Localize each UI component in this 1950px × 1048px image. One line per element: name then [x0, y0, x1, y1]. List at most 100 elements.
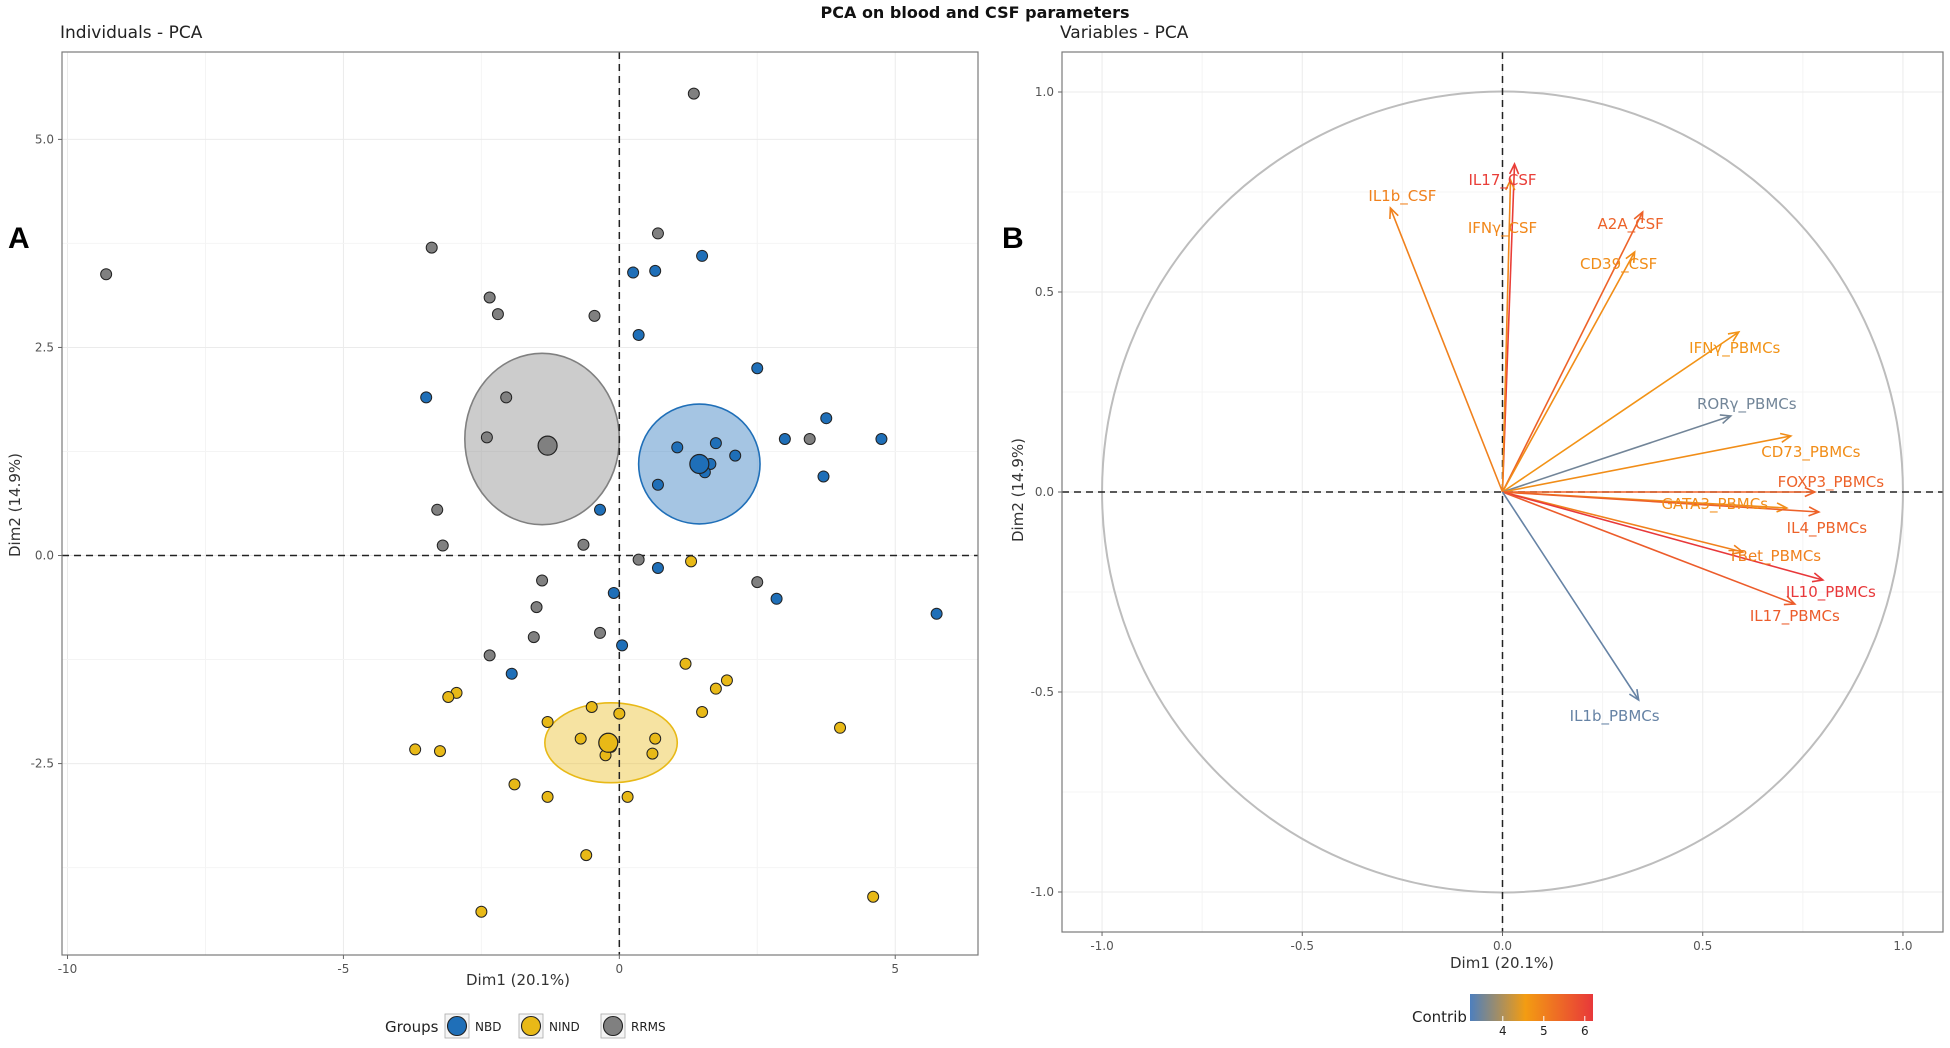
arrow-shaft-a2a-csf: [1501, 211, 1644, 493]
legend-swatch-nind: [520, 1015, 542, 1037]
x-tick-label: 0.5: [1693, 939, 1712, 953]
variable-label-il17-csf: IL17_CSF: [1469, 171, 1537, 190]
arrow-head-cd73-pbmcs: [1779, 432, 1793, 443]
x-tick-label: -0.5: [1291, 939, 1314, 953]
y-tick-label: 0.0: [1035, 485, 1054, 499]
colorbar-tick-label: 4: [1499, 1024, 1507, 1038]
panel-letter-b: B: [1002, 222, 1024, 255]
legend-label-nind: NIND: [549, 1020, 580, 1034]
individuals-x-axis-label: Dim1 (20.1%): [466, 971, 570, 989]
arrow-cd73-pbmcs: [1502, 432, 1793, 493]
x-tick-label: 0: [616, 962, 624, 976]
point-nind: [442, 691, 455, 703]
arrow-head-ifn-pbmcs: [1727, 330, 1741, 342]
y-tick-label: -1.0: [1031, 885, 1054, 899]
variable-label-ror-pbmcs: RORγ_PBMCs: [1697, 395, 1797, 414]
point-nind: [720, 674, 733, 687]
arrow-shaft-cd73-pbmcs: [1502, 435, 1791, 493]
contrib-legend-title: Contrib: [1412, 1008, 1467, 1026]
centroid-nbd: [689, 453, 710, 475]
arrow-shaft-il1b-pbmcs: [1501, 491, 1640, 701]
individuals-pca-panel: A Individuals - PCA -10 -5 0 5 -2.5 0.0 2.5 5.0…: [6, 23, 979, 1039]
individuals-zero-lines: [62, 52, 978, 955]
legend-label-nbd: NBD: [475, 1020, 501, 1034]
point-rrms: [687, 87, 700, 100]
arrow-il17-csf: [1501, 162, 1520, 493]
point-nind: [685, 555, 698, 568]
point-nbd: [627, 266, 640, 279]
x-tick-label: -10: [58, 962, 78, 976]
centroid-rrms: [537, 435, 558, 456]
arrow-ror-pbmcs: [1502, 414, 1733, 493]
point-nind: [541, 790, 554, 803]
arrow-a2a-csf: [1501, 210, 1644, 493]
variable-label-il1b-csf: IL1b_CSF: [1368, 187, 1436, 206]
point-nind: [679, 657, 692, 670]
individual-points: [100, 87, 943, 918]
arrow-shaft-ror-pbmcs: [1502, 415, 1732, 493]
point-nbd: [778, 433, 791, 445]
point-nind: [409, 743, 422, 756]
colorbar-tick-label: 5: [1540, 1024, 1548, 1038]
point-rrms: [500, 391, 513, 404]
x-tick-label: -5: [337, 962, 349, 976]
arrow-head-il10-pbmcs: [1811, 572, 1825, 583]
y-tick-label: -2.5: [31, 757, 54, 771]
arrow-shaft-cd39-csf: [1501, 251, 1636, 493]
point-rrms: [431, 503, 444, 516]
arrow-ifn-csf: [1501, 178, 1516, 493]
variable-label-gata3-pbmcs: GATA3_PBMCs: [1661, 495, 1768, 514]
point-rrms: [100, 268, 113, 281]
individuals-grid: [62, 52, 978, 955]
point-nbd: [729, 449, 742, 462]
group-ellipses: [464, 352, 761, 784]
arrow-head-il17-csf: [1508, 162, 1520, 175]
point-nbd: [420, 391, 433, 404]
point-rrms: [651, 227, 664, 240]
arrow-head-foxp3-pbmcs: [1804, 486, 1817, 498]
individuals-plot-frame: [61, 51, 979, 956]
variable-arrows: [1389, 162, 1825, 702]
point-nbd: [616, 639, 629, 652]
y-tick-label: 0.5: [1035, 285, 1054, 299]
point-nbd: [505, 667, 518, 680]
variable-label-cd73-pbmcs: CD73_PBMCs: [1761, 443, 1860, 462]
arrow-head-il1b-pbmcs: [1628, 689, 1640, 702]
point-nbd: [594, 503, 607, 516]
point-nbd: [607, 586, 620, 599]
point-nbd: [820, 412, 833, 425]
point-rrms: [530, 601, 543, 614]
arrow-shaft-tbet-pbmcs: [1502, 491, 1743, 553]
variable-label-tbet-pbmcs: TBet_PBMCs: [1727, 547, 1821, 566]
point-nbd: [671, 441, 684, 454]
arrow-head-ror-pbmcs: [1719, 414, 1733, 425]
individuals-pca-title: Individuals - PCA: [60, 23, 203, 43]
contrib-colorbar: [1470, 994, 1593, 1021]
variables-y-axis-label: Dim2 (14.9%): [1009, 438, 1027, 542]
arrow-ifn-pbmcs: [1502, 330, 1741, 493]
point-rrms: [594, 626, 607, 639]
point-nbd: [930, 607, 943, 620]
point-rrms: [436, 539, 449, 552]
variable-label-il17-pbmcs: IL17_PBMCs: [1750, 607, 1840, 626]
variable-label-a2a-csf: A2A_CSF: [1598, 215, 1664, 234]
arrow-shaft-ifn-csf: [1501, 179, 1512, 493]
y-tick-label: 0.0: [35, 549, 54, 563]
variable-label-il4-pbmcs: IL4_PBMCs: [1787, 519, 1868, 538]
point-rrms: [491, 308, 504, 321]
arrow-shaft-il4-pbmcs: [1502, 491, 1819, 513]
point-nind: [433, 745, 446, 758]
arrow-shaft-ifn-pbmcs: [1502, 331, 1740, 493]
arrow-head-il17-pbmcs: [1783, 595, 1797, 606]
y-tick-label: 5.0: [35, 132, 54, 146]
arrow-head-cd39-csf: [1625, 250, 1636, 264]
legend-label-rrms: RRMS: [631, 1020, 666, 1034]
point-rrms: [483, 649, 496, 662]
point-rrms: [483, 291, 496, 304]
point-rrms: [577, 538, 590, 551]
variable-labels: IL17_CSF IFNγ_CSF IL1b_CSF A2A_CSF CD39_CSF I…: [1368, 171, 1884, 726]
arrow-il1b-csf: [1389, 206, 1504, 493]
contrib-legend: Contrib 4 5 6: [1412, 994, 1593, 1038]
point-rrms: [632, 553, 645, 566]
